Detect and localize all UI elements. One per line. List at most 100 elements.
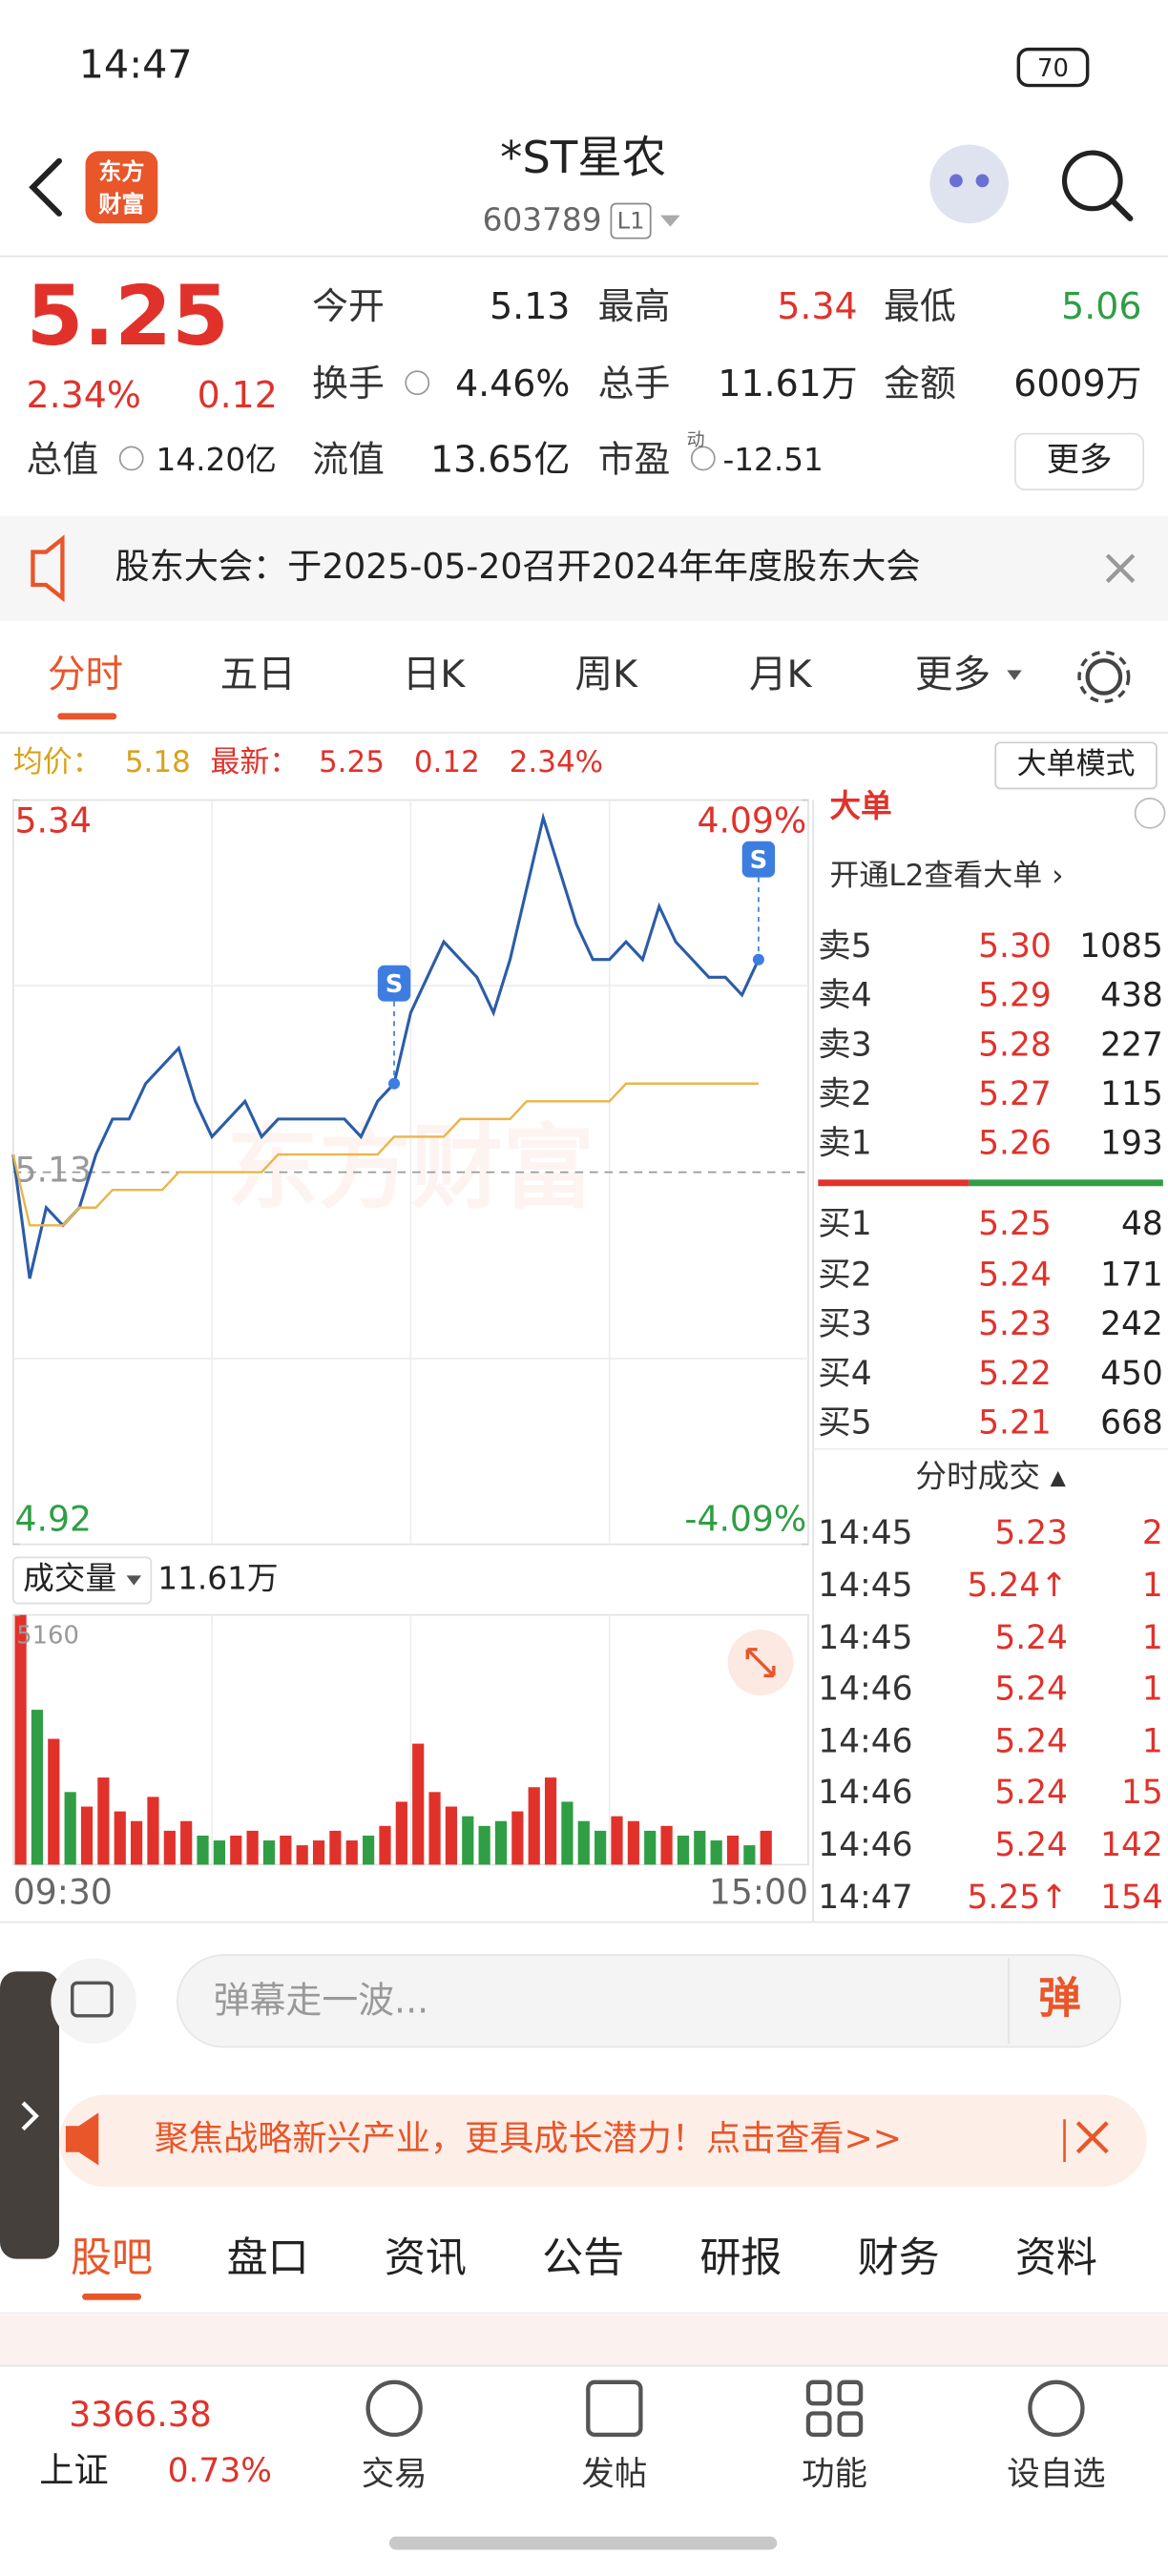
content-tab[interactable]: 股吧 (71, 2234, 153, 2282)
stock-code: 603789 (483, 201, 602, 238)
stat-value: 13.65亿 (430, 438, 570, 480)
volume-title[interactable]: 成交量 (23, 1561, 116, 1597)
trade-time: 14:46 (818, 1774, 912, 1812)
promo-banner[interactable] (58, 2094, 1147, 2187)
volume-selector[interactable] (11, 1556, 153, 1605)
chart-tab[interactable]: 五日 (220, 653, 296, 696)
level-text: L1 (617, 207, 645, 234)
volume-bar (329, 1830, 342, 1865)
nav-item[interactable]: 交易 (362, 2455, 428, 2493)
volume-bar (363, 1835, 375, 1865)
book-label: 卖3 (818, 1026, 871, 1064)
last-label: 最新： (210, 745, 299, 779)
volume-bar (197, 1835, 209, 1865)
stat-label: 今开 (312, 285, 385, 327)
trades-title[interactable]: 分时成交 ▴ (915, 1459, 1066, 1495)
status-time: 14:47 (79, 42, 193, 88)
index-value[interactable]: 3366.38 (69, 2394, 211, 2435)
volume-bar (80, 1806, 94, 1865)
book-price: 5.29 (978, 977, 1052, 1015)
book-label: 卖5 (818, 927, 871, 966)
volume-bar (262, 1840, 276, 1865)
trade-volume: 1 (1142, 1619, 1163, 1657)
close-icon[interactable] (1105, 553, 1136, 584)
trade-time: 14:45 (818, 1567, 912, 1605)
home-indicator (389, 2536, 778, 2550)
big-order-text[interactable]: 大单模式 (1017, 747, 1136, 781)
more-button-text[interactable]: 更多 (1047, 441, 1113, 479)
megaphone-icon (65, 2112, 99, 2166)
notice-bar (0, 515, 1168, 621)
chart-tab[interactable]: 月K (749, 653, 813, 696)
stat-value: 5.06 (1061, 285, 1141, 327)
big-order-button[interactable] (994, 741, 1158, 790)
trade-time: 14:45 (818, 1619, 912, 1657)
danmu-button[interactable]: 弹 (1038, 1972, 1081, 2023)
book-volume: 438 (1100, 977, 1163, 1015)
book-volume: 193 (1100, 1125, 1163, 1163)
chart-tab[interactable]: 周K (574, 653, 638, 696)
content-tab[interactable]: 资料 (1015, 2234, 1097, 2282)
close-icon[interactable] (1075, 2121, 1109, 2154)
stat-label: 换手 (312, 363, 385, 405)
book-price: 5.24 (978, 1256, 1052, 1294)
nav-item[interactable]: 发帖 (581, 2455, 647, 2493)
search-icon[interactable] (1061, 150, 1123, 212)
assistant-icon[interactable] (929, 144, 1010, 224)
banner-text[interactable]: 聚焦战略新兴产业，更具成长潜力！点击查看>> (155, 2118, 902, 2159)
battery-level: 70 (1037, 54, 1069, 83)
book-volume: 668 (1100, 1403, 1163, 1442)
stat-value: 11.61万 (718, 363, 857, 405)
chart-tab[interactable]: 分时 (48, 653, 123, 696)
volume-bar (131, 1820, 143, 1865)
book-price: 5.28 (978, 1026, 1052, 1064)
comment-placeholder[interactable]: 弹幕走一波... (214, 1980, 428, 2022)
function-icon (837, 2411, 864, 2438)
function-icon (805, 2411, 832, 2438)
book-label: 买5 (818, 1403, 871, 1442)
chart-tab[interactable]: 更多 (915, 653, 991, 696)
volume-total: 11.61万 (157, 1561, 278, 1597)
book-label: 买3 (818, 1305, 871, 1343)
avg-label: 均价： (13, 745, 102, 779)
book-price: 5.30 (978, 927, 1052, 966)
watermark: 东方财富 (227, 1115, 595, 1222)
content-tab[interactable]: 公告 (542, 2234, 624, 2282)
book-volume: 171 (1100, 1256, 1163, 1294)
nav-item[interactable]: 功能 (802, 2455, 867, 2493)
stat-label: 最高 (598, 285, 671, 327)
content-tab[interactable]: 财务 (858, 2234, 940, 2282)
close-icon[interactable] (1134, 798, 1166, 829)
back-button[interactable] (29, 157, 62, 217)
side-drawer[interactable] (0, 1971, 59, 2259)
trade-volume: 154 (1100, 1879, 1163, 1917)
stat-value: 5.34 (777, 285, 857, 327)
content-tab[interactable]: 盘口 (227, 2234, 309, 2282)
content-tab[interactable]: 资讯 (385, 2234, 467, 2282)
expand-arrows (745, 1648, 776, 1678)
chart-tab[interactable]: 日K (403, 653, 467, 696)
trade-volume: 15 (1121, 1774, 1163, 1812)
danmu-settings[interactable] (51, 1958, 136, 2045)
trade-price: 5.24 (994, 1826, 1068, 1864)
comment-input[interactable] (177, 1954, 1121, 2048)
more-button[interactable] (1014, 432, 1145, 490)
stock-name: *ST星农 (500, 132, 666, 183)
volume-bar (644, 1830, 657, 1865)
content-tab[interactable]: 研报 (699, 2234, 782, 2282)
settings-icon[interactable] (1085, 658, 1123, 696)
y2-tick-label: -4.09% (684, 1499, 806, 1540)
volume-bar (760, 1830, 772, 1865)
l2-promo[interactable]: 开通L2查看大单 › (829, 859, 1063, 893)
volume-bar (528, 1787, 540, 1865)
volume-bar (412, 1743, 425, 1865)
marker-label: S (750, 846, 768, 875)
book-price: 5.26 (978, 1125, 1052, 1163)
stat-label: 金额 (884, 363, 956, 405)
volume-bar (31, 1710, 44, 1865)
trade-volume: 1 (1142, 1567, 1163, 1605)
nav-item[interactable]: 设自选 (1007, 2455, 1105, 2493)
info-icon (405, 370, 430, 396)
trade-price: 5.24 (994, 1619, 1068, 1657)
